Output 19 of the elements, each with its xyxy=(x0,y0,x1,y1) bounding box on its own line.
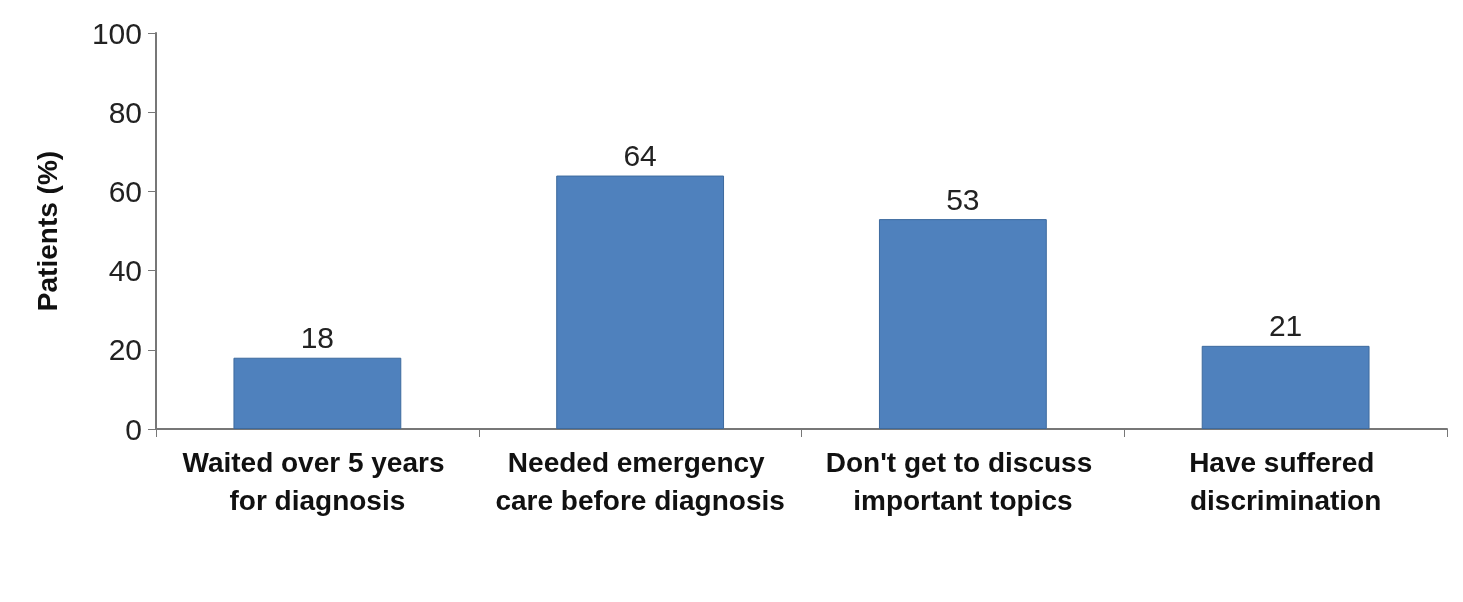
bar xyxy=(878,219,1047,429)
y-tick-label: 100 xyxy=(91,16,142,50)
y-tick-label: 40 xyxy=(108,254,142,288)
y-tick-label: 60 xyxy=(108,174,142,208)
y-axis-title: Patients (%) xyxy=(31,150,63,312)
x-tick-label: Have suffered discrimination xyxy=(1189,446,1383,516)
x-tick-label: Don't get to discuss important topics xyxy=(825,446,1100,516)
y-tick-label: 20 xyxy=(108,333,142,367)
data-label: 53 xyxy=(946,182,980,216)
y-tick-label: 0 xyxy=(125,412,142,446)
y-tick-label: 80 xyxy=(108,95,142,129)
x-tick-label: Waited over 5 years for diagnosis xyxy=(182,446,453,516)
bar xyxy=(233,357,402,429)
bar xyxy=(556,175,725,429)
data-label: 21 xyxy=(1268,309,1303,343)
data-label: 18 xyxy=(300,321,335,355)
x-tick-label: Needed emergency care before diagnosis xyxy=(495,446,785,516)
bar xyxy=(1201,345,1370,429)
data-label: 64 xyxy=(623,139,657,173)
